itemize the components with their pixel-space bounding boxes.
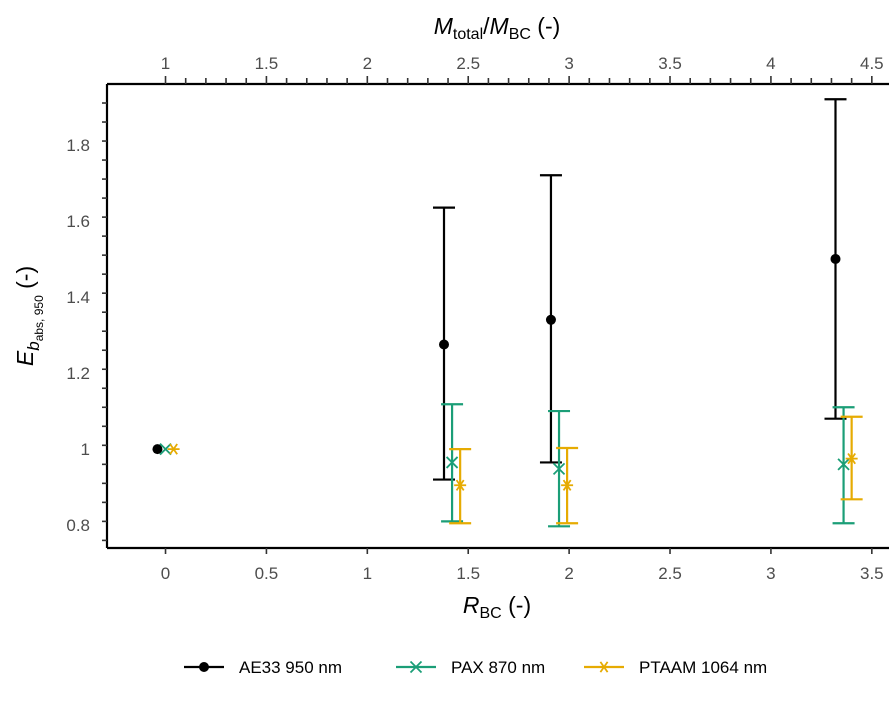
x2-tick-label: 4 bbox=[766, 54, 775, 73]
x2-title-slash: / bbox=[483, 13, 490, 39]
x-title-sub: BC bbox=[480, 605, 502, 622]
data-point bbox=[830, 253, 841, 264]
data-point bbox=[561, 479, 574, 491]
x2-axis-title: Mtotal/MBC (-) bbox=[434, 13, 561, 43]
x2-title-suffix: (-) bbox=[531, 13, 560, 39]
x2-title-num: M bbox=[434, 13, 454, 39]
x-tick-label: 2 bbox=[564, 564, 573, 583]
y-title-suffix: (-) bbox=[12, 266, 38, 295]
series-circle bbox=[152, 98, 847, 481]
legend-label: PTAAM 1064 nm bbox=[639, 658, 767, 677]
legend-item-circle: AE33 950 nm bbox=[184, 658, 342, 677]
legend-key-marker bbox=[409, 660, 423, 674]
x-title-suffix: (-) bbox=[502, 592, 531, 618]
y-title-sub1: b bbox=[24, 341, 43, 350]
x2-tick-label: 3 bbox=[564, 54, 573, 73]
x-tick-label: 1 bbox=[363, 564, 372, 583]
marker-stroke bbox=[837, 458, 850, 471]
marker-stroke bbox=[562, 479, 572, 491]
legend-label: AE33 950 nm bbox=[239, 658, 342, 677]
x2-tick-label: 1 bbox=[161, 54, 170, 73]
y-tick-label: 1 bbox=[81, 440, 90, 459]
data-point bbox=[545, 314, 556, 325]
marker-stroke bbox=[599, 661, 609, 673]
y-tick-label: 1.8 bbox=[66, 136, 90, 155]
chart-marks bbox=[152, 98, 863, 528]
y-tick-label: 0.8 bbox=[66, 516, 90, 535]
x-axis-title: RBC (-) bbox=[463, 592, 531, 622]
marker-stroke bbox=[455, 479, 465, 491]
legend-key-marker bbox=[598, 661, 610, 673]
y-tick-label: 1.2 bbox=[66, 364, 90, 383]
y-axis-title: Ebabs, 950 (-) bbox=[12, 266, 46, 366]
marker-stroke bbox=[159, 442, 172, 456]
y-tick-label: 1.4 bbox=[66, 288, 90, 307]
x-tick-label: 2.5 bbox=[658, 564, 682, 583]
x2-title-num-sub: total bbox=[453, 26, 483, 43]
x-tick-label: 3 bbox=[766, 564, 775, 583]
axes: 0 0.5 1 1.5 2 2.5 3 3.5 1 1.5 2 2.5 3 3.5 4 4.5 0.8 1 1.2 1… bbox=[66, 54, 889, 583]
legend-label: PAX 870 nm bbox=[451, 658, 545, 677]
marker-stroke bbox=[552, 462, 566, 476]
x2-tick-label: 2 bbox=[363, 54, 372, 73]
x2-tick-label: 4.5 bbox=[860, 54, 884, 73]
marker-stroke bbox=[169, 443, 178, 455]
marker-stroke bbox=[847, 453, 856, 465]
y-title-main: E bbox=[12, 350, 38, 366]
axis-titles: RBC (-)Mtotal/MBC (-)Ebabs, 950 (-) bbox=[12, 13, 560, 622]
data-point bbox=[159, 442, 172, 456]
legend-item-x: PAX 870 nm bbox=[396, 658, 545, 677]
data-point bbox=[552, 462, 566, 476]
data-point bbox=[152, 444, 163, 455]
y-tick-label: 1.6 bbox=[66, 212, 90, 231]
x-title-main: R bbox=[463, 592, 480, 618]
x-tick-label: 3.5 bbox=[860, 564, 884, 583]
legend: AE33 950 nm PAX 870 nm PTAAM 1064 nm bbox=[184, 658, 767, 677]
data-point bbox=[845, 453, 858, 465]
x-tick-label: 1.5 bbox=[456, 564, 480, 583]
data-point bbox=[445, 456, 459, 469]
x2-tick-label: 2.5 bbox=[456, 54, 480, 73]
marker-stroke bbox=[445, 456, 459, 469]
x-tick-label: 0 bbox=[161, 564, 170, 583]
series-asterisk bbox=[167, 415, 863, 525]
x-tick-label: 0.5 bbox=[255, 564, 279, 583]
y-title-sub2: abs, 950 bbox=[32, 295, 46, 341]
x2-title-den: M bbox=[490, 13, 510, 39]
x2-tick-label: 1.5 bbox=[255, 54, 279, 73]
x2-title-den-sub: BC bbox=[509, 26, 531, 43]
data-point bbox=[167, 443, 180, 455]
legend-item-asterisk: PTAAM 1064 nm bbox=[584, 658, 767, 677]
series-x bbox=[159, 403, 855, 528]
legend-key-marker bbox=[199, 662, 209, 672]
data-point bbox=[439, 339, 450, 350]
data-point bbox=[454, 479, 467, 491]
marker-stroke bbox=[409, 660, 423, 674]
data-point bbox=[837, 458, 850, 471]
x2-tick-label: 3.5 bbox=[658, 54, 682, 73]
